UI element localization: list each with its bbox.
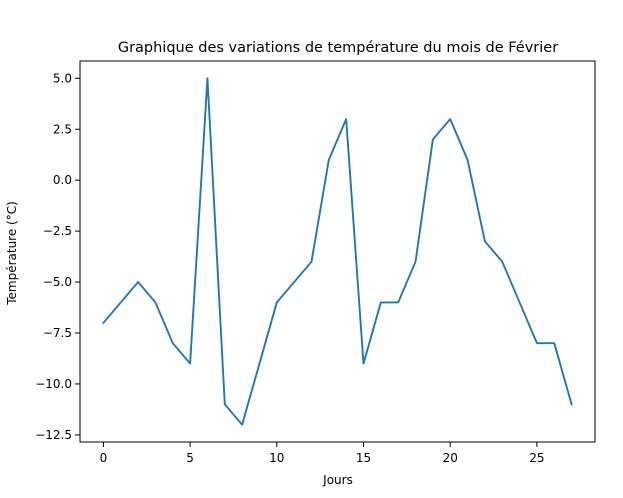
y-tick-label: −2.5 <box>43 224 72 238</box>
y-tick-label: −10.0 <box>35 377 72 391</box>
x-tick-label: 20 <box>443 451 458 465</box>
chart-title: Graphique des variations de température … <box>118 40 558 56</box>
x-tick-label: 15 <box>356 451 371 465</box>
x-axis-label: Jours <box>322 473 353 487</box>
plot-area: 0 5 10 15 20 25 5.0 2.5 0.0 −2.5 −5.0 −7.5 −10.0 −12.… <box>35 60 596 465</box>
x-tick-label: 0 <box>100 451 108 465</box>
x-tick-label: 5 <box>186 451 194 465</box>
y-tick-label: −7.5 <box>43 326 72 340</box>
y-tick-label: 2.5 <box>53 122 72 136</box>
y-axis-label: Température (°C) <box>5 201 19 306</box>
y-tick-label: −12.5 <box>35 428 72 442</box>
x-tick-label: 25 <box>529 451 544 465</box>
axes-frame <box>79 60 596 443</box>
y-tick-label: −5.0 <box>43 275 72 289</box>
x-tick-label: 10 <box>269 451 284 465</box>
series-line-0 <box>102 77 573 426</box>
y-tick-label: 5.0 <box>53 71 72 85</box>
y-tick-label: 0.0 <box>53 173 72 187</box>
